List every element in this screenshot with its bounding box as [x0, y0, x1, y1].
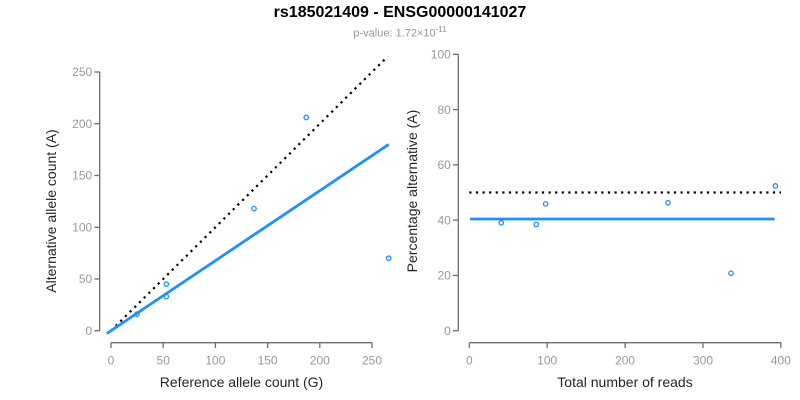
y-tick-label: 80	[437, 103, 451, 117]
x-tick-label: 250	[362, 354, 382, 368]
y-axis-title: Percentage alternative (A)	[404, 110, 420, 273]
y-tick-label: 20	[437, 269, 451, 283]
scatter-point	[772, 183, 779, 189]
y-tick-label: 50	[79, 272, 93, 286]
x-axis-title: Reference allele count (G)	[160, 374, 323, 390]
expected-50-50-line	[110, 55, 389, 332]
pvalue-exponent: -11	[435, 25, 447, 34]
scatter-point	[498, 220, 505, 226]
x-tick-label: 0	[108, 354, 115, 368]
scatter-point	[665, 199, 671, 206]
scatter-point	[163, 281, 170, 287]
y-tick-label: 40	[437, 213, 451, 227]
scatter-panel-1: 0 50 100 150 200 250 0 50 100 150 200 250 Reference …	[43, 55, 392, 390]
scatter-point	[533, 221, 540, 228]
fitted-ratio-line	[106, 143, 390, 335]
y-tick-label: 0	[86, 324, 93, 338]
x-tick-label: 400	[771, 354, 791, 368]
x-tick-label: 300	[693, 354, 713, 368]
x-tick-label: 200	[310, 354, 330, 368]
x-tick-label: 100	[537, 354, 557, 368]
x-tick-label: 0	[466, 354, 473, 368]
plot-header: rs185021409 - ENSG00000141027 p-value: 1…	[0, 4, 800, 41]
x-tick-label: 150	[258, 354, 278, 368]
y-tick-label: 60	[437, 158, 451, 172]
x-axis-title: Total number of reads	[557, 374, 692, 390]
plot-subtitle: p-value: 1.72×10-11	[0, 23, 800, 41]
x-tick-label: 100	[205, 354, 225, 368]
scatter-point	[251, 205, 257, 212]
y-tick-label: 0	[444, 324, 451, 338]
scatter-point	[385, 255, 392, 262]
x-tick-label: 50	[157, 354, 171, 368]
scatter-point	[728, 270, 734, 277]
x-tick-label: 200	[615, 354, 635, 368]
y-tick-label: 100	[431, 48, 451, 62]
plot-title: rs185021409 - ENSG00000141027	[273, 4, 527, 21]
scatter-point	[542, 200, 549, 207]
y-tick-label: 200	[72, 117, 92, 131]
y-axis-title: Alternative allele count (A)	[43, 129, 59, 292]
y-tick-label: 100	[72, 220, 92, 234]
scatter-point	[303, 114, 310, 121]
pvalue-label: p-value: 1.72×10	[353, 27, 436, 40]
y-tick-label: 250	[72, 65, 92, 79]
y-tick-label: 150	[72, 169, 92, 183]
